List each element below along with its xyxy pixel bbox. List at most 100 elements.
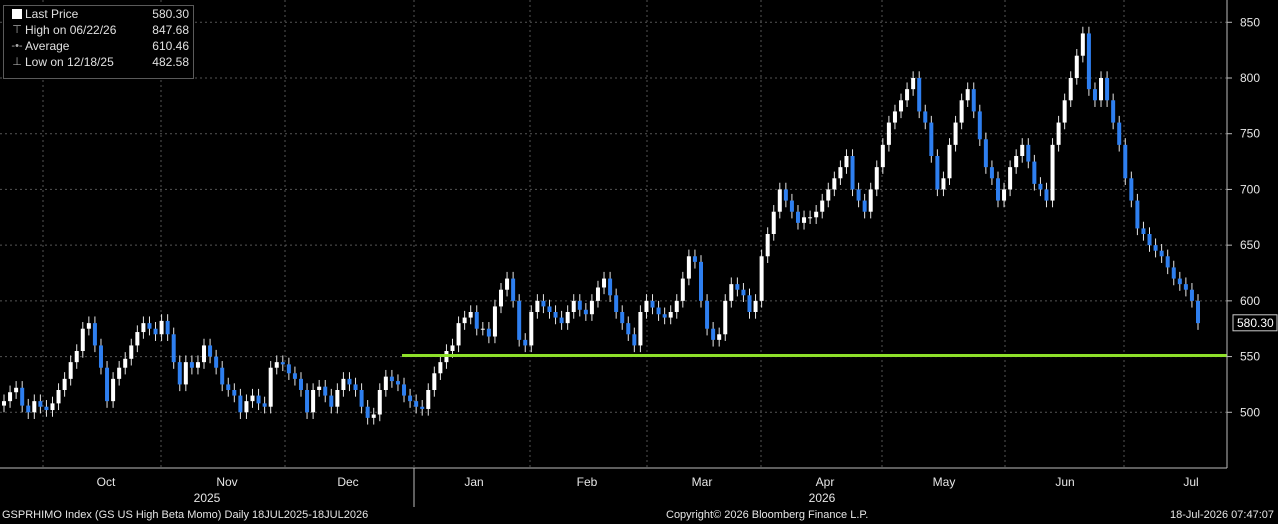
candle-body [408, 395, 413, 402]
candle [559, 310, 564, 330]
candle-body [250, 395, 255, 402]
y-axis: 500 550 600 650 700 750 800 850 580.30 [1226, 0, 1278, 468]
candle-body [747, 295, 752, 312]
candle [402, 377, 407, 403]
candle-body [1099, 78, 1104, 101]
candle-body [638, 312, 643, 346]
candle [686, 249, 691, 286]
candle [529, 305, 534, 353]
footer-ticker: GSPRHIMO Index (GS US High Beta Momo) Da… [2, 509, 369, 521]
candle-body [929, 122, 934, 156]
candle-body [462, 317, 467, 324]
candle-body [577, 300, 582, 310]
candle-body [1117, 122, 1122, 145]
candle [486, 322, 491, 344]
candle [462, 310, 467, 330]
candle [868, 182, 873, 219]
candle-body [565, 312, 570, 324]
candle-body [1129, 178, 1134, 201]
candle [717, 327, 722, 347]
x-tick-label: Nov [216, 475, 237, 489]
candle [165, 314, 170, 341]
candle [220, 361, 225, 392]
candle [62, 372, 67, 397]
candle [238, 388, 243, 419]
candle-body [626, 323, 631, 335]
candle [789, 193, 794, 219]
candle-body [595, 287, 600, 301]
candle-body [298, 378, 303, 390]
candle [80, 322, 85, 358]
candle-body [868, 189, 873, 212]
legend-avg-row: -•- Average 610.46 [4, 38, 193, 54]
candle-body [129, 345, 134, 359]
candle [56, 383, 61, 411]
candle-body [492, 306, 497, 337]
candle-body [329, 395, 334, 407]
candle-body [1050, 144, 1055, 201]
candle [1032, 154, 1037, 191]
candle [262, 396, 267, 414]
legend-high-label: High on 06/22/26 [25, 23, 117, 37]
candle-body [414, 401, 419, 407]
legend-low-row: ⊥ Low on 12/18/25 482.58 [4, 54, 193, 70]
candle [14, 381, 19, 399]
candle-body [1123, 144, 1128, 179]
candle-body [1020, 144, 1025, 156]
x-tick-label: Oct [97, 475, 116, 489]
candle [317, 379, 322, 397]
candle [777, 182, 782, 219]
candle [680, 271, 685, 308]
candle-body [38, 401, 43, 407]
candle [105, 361, 110, 408]
candle [589, 294, 594, 321]
candle-body [98, 345, 103, 368]
candle-body [389, 376, 394, 382]
y-tick-label: 550 [1240, 350, 1260, 364]
legend-last-value: 580.30 [152, 7, 189, 21]
candle [208, 338, 213, 364]
candle [741, 283, 746, 302]
y-tick-label: 850 [1240, 15, 1260, 29]
candle [1196, 294, 1200, 330]
legend-high-value: 847.68 [152, 23, 189, 37]
year-label: 2026 [809, 491, 836, 505]
candle-body [711, 328, 716, 340]
candle-body [783, 189, 788, 201]
candle-body [692, 256, 697, 262]
candle [711, 322, 716, 347]
candle-body [305, 390, 310, 413]
candle [1135, 193, 1140, 236]
candle [783, 182, 788, 208]
candle [1165, 249, 1170, 275]
candle [123, 352, 128, 375]
candle [1147, 227, 1152, 252]
candle-body [268, 367, 273, 407]
legend-low-value: 482.58 [152, 55, 189, 69]
legend-square-icon [10, 6, 24, 22]
candle [602, 271, 607, 295]
candle [523, 333, 528, 353]
legend: Last Price 580.30 ⊤ High on 06/22/26 847… [3, 5, 194, 79]
candle-body [177, 362, 182, 385]
candle-body [977, 111, 982, 140]
candle [377, 383, 382, 422]
candle [147, 316, 152, 336]
candle-body [262, 403, 267, 407]
candle [1086, 26, 1091, 96]
candle [1056, 115, 1061, 152]
candle [674, 294, 679, 319]
candle [802, 210, 807, 230]
candle-body [238, 395, 243, 413]
last-price-tag-label: 580.30 [1237, 316, 1274, 330]
candle-body [20, 387, 25, 406]
candle [456, 316, 461, 353]
candle-body [905, 89, 910, 101]
candle-body [426, 390, 431, 409]
legend-last-row: Last Price 580.30 [4, 6, 193, 22]
candle [268, 361, 273, 414]
candle [699, 255, 704, 308]
x-tick-label: Feb [577, 475, 598, 489]
candle [886, 115, 891, 152]
candle [50, 396, 55, 417]
